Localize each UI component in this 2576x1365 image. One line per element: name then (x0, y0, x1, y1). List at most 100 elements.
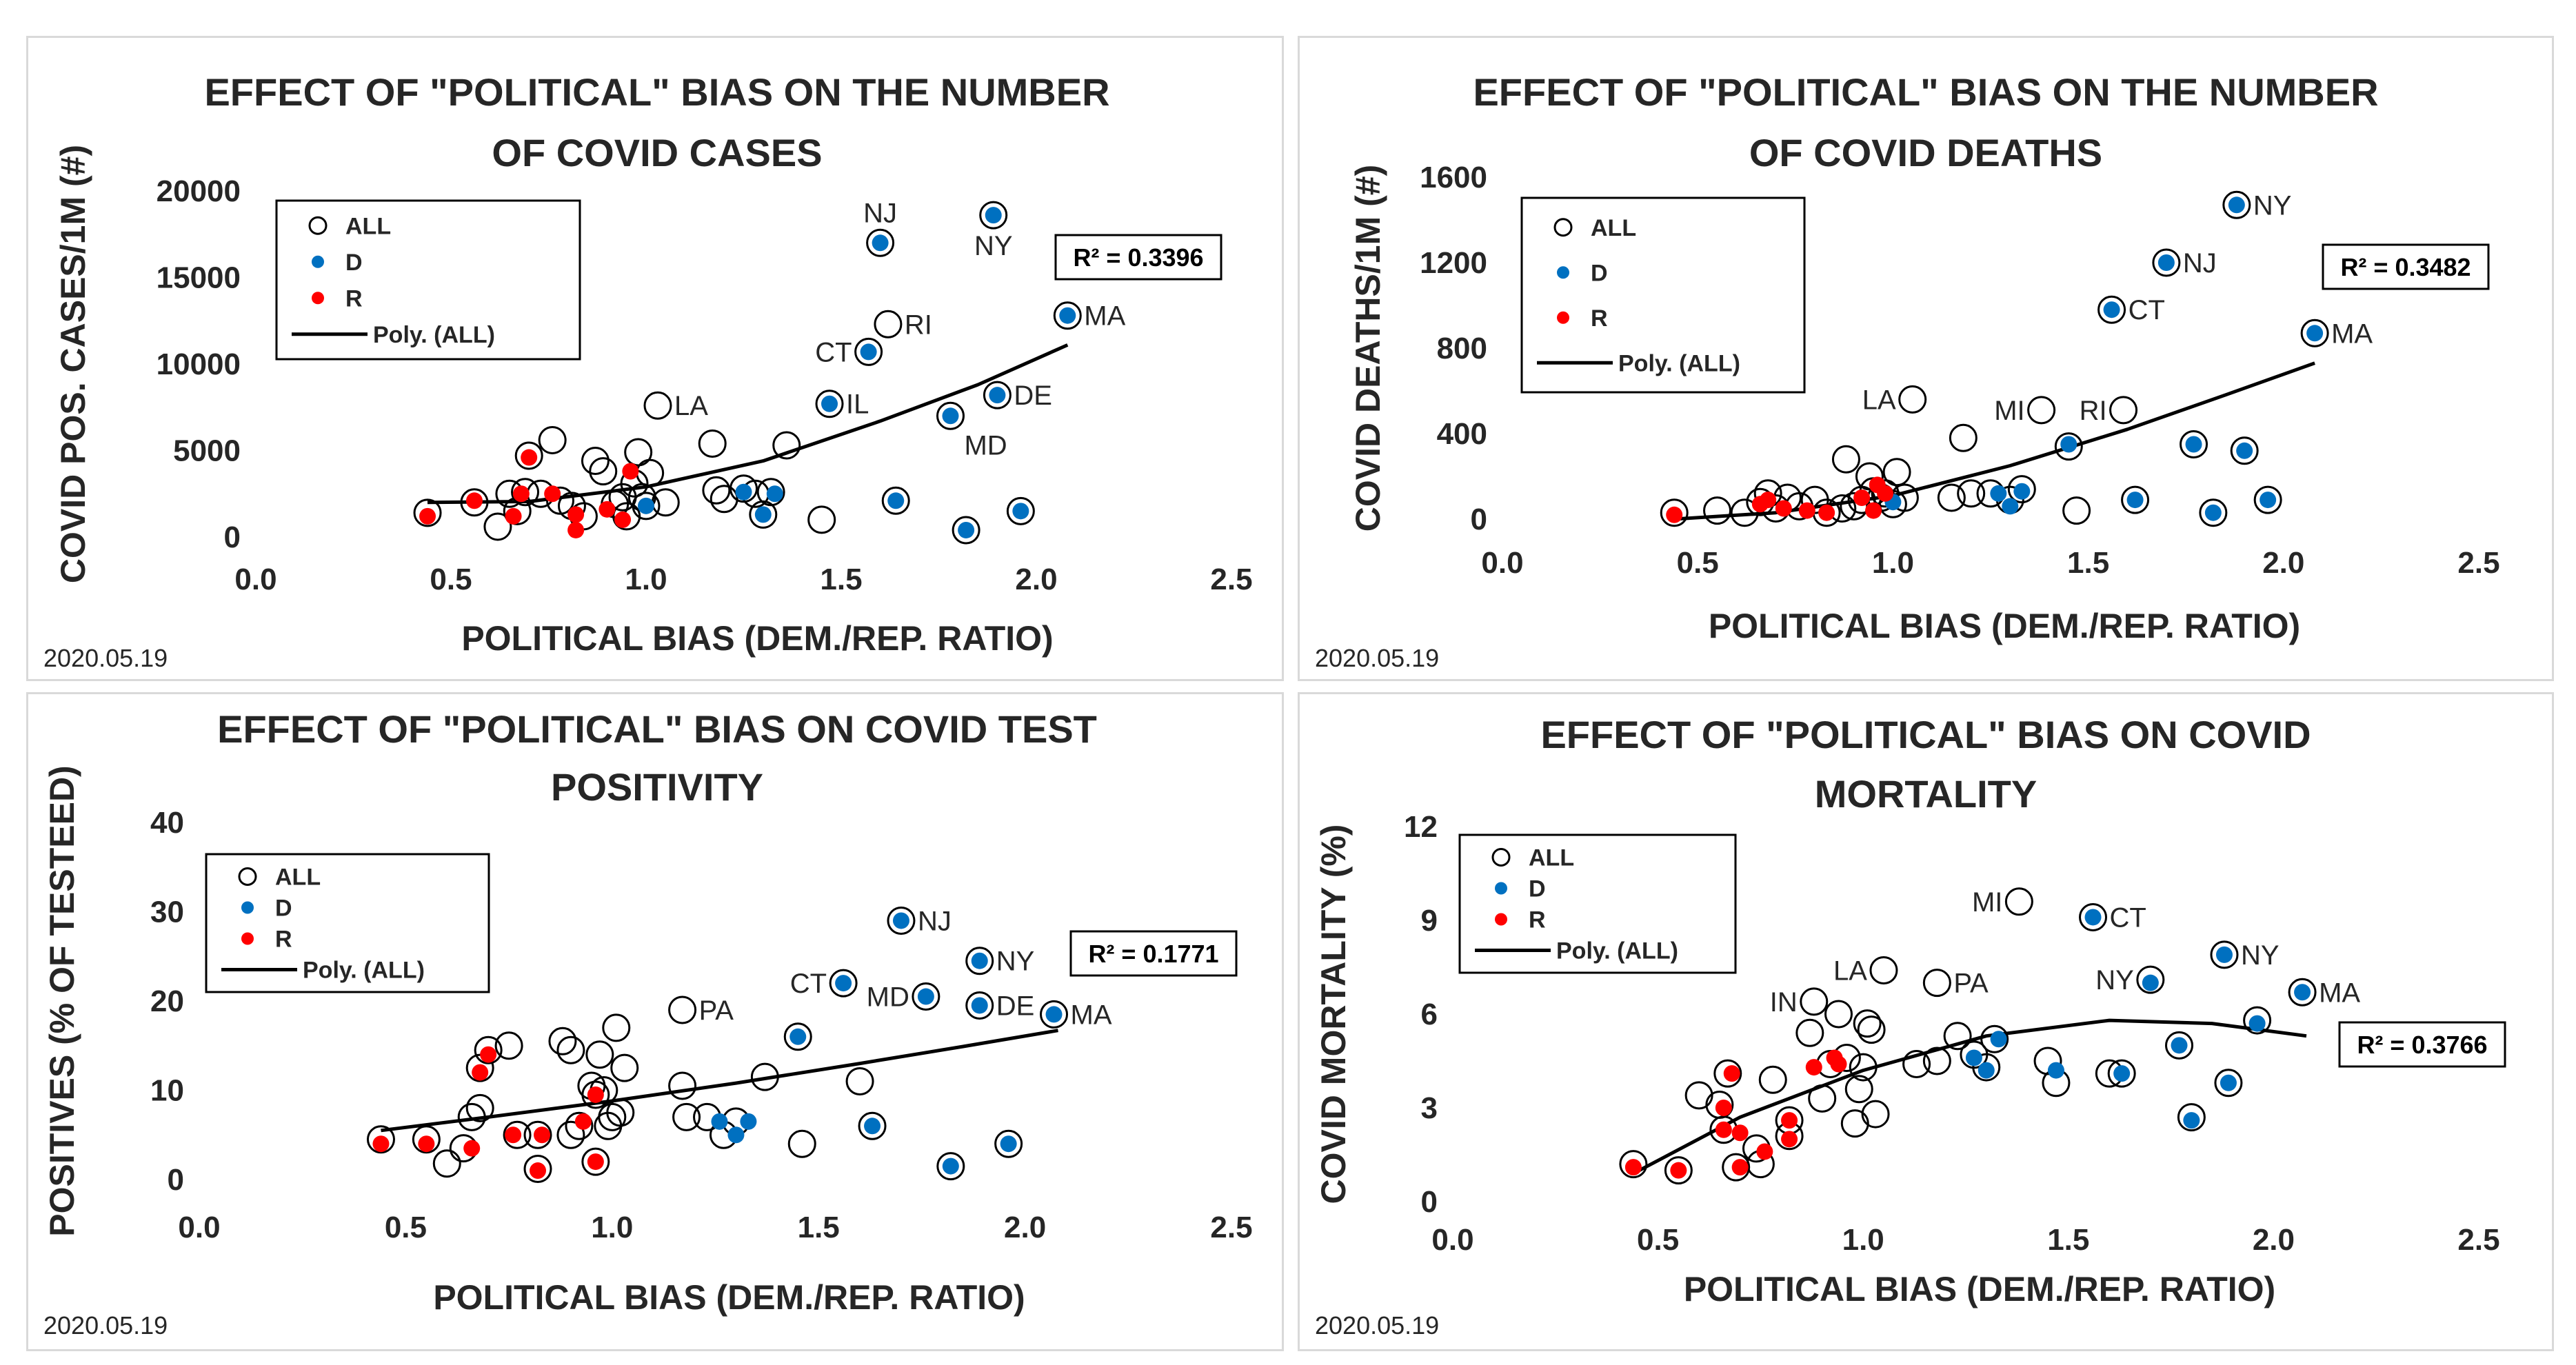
legend-label: D (1591, 260, 1608, 286)
point-d (2236, 442, 2253, 459)
x-tick-label: 2.5 (2457, 1223, 2499, 1257)
legend-box (1520, 196, 1806, 394)
point-all (1660, 498, 1689, 527)
point-all (815, 390, 844, 418)
point-all (465, 1093, 494, 1122)
point-all (2210, 940, 2239, 969)
point-d (1990, 1031, 2007, 1048)
point-all (432, 1149, 461, 1178)
point-all (1849, 1053, 1878, 1082)
x-axis-label: POLITICAL BIAS (DEM./REP. RATIO) (461, 619, 1053, 658)
point-all (413, 498, 442, 527)
point-all (602, 1013, 631, 1042)
y-axis-label: POSITIVES (% OF TESTEED) (43, 765, 81, 1236)
x-axis-label: POLITICAL BIAS (DEM./REP. RATIO) (1709, 607, 2300, 645)
legend-label: Poly. (ALL) (303, 958, 425, 984)
chart-title-line: OF COVID DEATHS (1749, 131, 2102, 174)
point-d (740, 1113, 757, 1130)
point-all (606, 1098, 635, 1127)
point-all (457, 1102, 486, 1131)
point-all (1664, 1156, 1693, 1185)
legend-label: Poly. (ALL) (1556, 938, 1678, 964)
state-label: NJ (863, 198, 897, 228)
point-d (2215, 946, 2233, 963)
x-tick-label: 1.0 (625, 563, 667, 596)
point-all (1840, 1109, 1869, 1138)
point-all (1943, 1022, 1972, 1051)
y-tick-label: 0 (1421, 1185, 1438, 1219)
point-d (2157, 254, 2175, 271)
x-tick-label: 2.0 (1004, 1211, 1046, 1244)
point-all (807, 505, 836, 534)
y-axis-label: COVID MORTALITY (%) (1314, 825, 1353, 1204)
point-r (1756, 1143, 1773, 1160)
state-label: IL (846, 390, 869, 420)
chart-panel-mortality: EFFECT OF "POLITICAL" BIAS ON COVID MORTA… (1298, 692, 2554, 1351)
point-r (463, 1140, 481, 1157)
point-all (1758, 1065, 1787, 1094)
point-r (505, 507, 522, 525)
point-r (574, 1113, 592, 1130)
point-r (1670, 1162, 1687, 1179)
point-d (727, 1126, 745, 1144)
point-all (2109, 396, 2138, 425)
x-tick-label: 1.5 (2067, 546, 2109, 580)
state-label: NY (2241, 940, 2280, 971)
point-all (1844, 1075, 1873, 1104)
x-tick-label: 2.5 (1210, 1211, 1252, 1244)
point-all (2199, 498, 2228, 527)
point-r (1853, 489, 1871, 506)
point-all (1972, 1053, 2001, 1082)
point-r (1830, 1055, 1847, 1073)
point-all (2222, 190, 2251, 219)
legend-marker-d (312, 255, 324, 268)
legend-label: R (1529, 907, 1546, 933)
point-all (983, 381, 1012, 410)
point-r (1723, 1065, 1740, 1082)
state-label: NY (2253, 190, 2292, 221)
y-tick-label: 0 (168, 1163, 184, 1197)
state-label: LA (1833, 956, 1867, 987)
state-label: NY (974, 231, 1013, 261)
point-all (511, 478, 540, 507)
point-all (503, 1120, 532, 1149)
point-r (1818, 504, 1835, 521)
point-all (366, 1125, 395, 1154)
point-all (483, 512, 512, 541)
point-all (783, 1022, 812, 1051)
legend-marker-r (312, 292, 324, 305)
point-r (614, 511, 632, 528)
point-all (2136, 965, 2165, 994)
point-r (567, 521, 585, 538)
y-tick-label: 5000 (173, 434, 241, 468)
point-r (1715, 1121, 1732, 1138)
point-all (1730, 498, 1759, 527)
point-all (1898, 385, 1927, 414)
r2-box (2322, 243, 2490, 290)
legend-marker-r (1557, 311, 1569, 324)
state-label: MD (867, 982, 909, 1013)
x-tick-label: 2.5 (1210, 563, 1252, 596)
point-d (735, 483, 752, 501)
point-all (1882, 458, 1911, 487)
state-label: CT (2129, 295, 2165, 325)
point-all (2007, 475, 2036, 504)
point-d (1045, 1006, 1063, 1023)
y-tick-label: 6 (1421, 998, 1438, 1031)
point-r (1865, 502, 1882, 519)
legend-label: R (275, 927, 292, 953)
point-all (672, 1102, 701, 1131)
r2-value: R² = 0.3482 (2340, 253, 2471, 281)
point-all (1869, 956, 1898, 985)
point-all (698, 429, 727, 458)
state-label: DE (996, 991, 1035, 1021)
chart-title-line: EFFECT OF "POLITICAL" BIAS ON COVID (1540, 713, 2311, 756)
point-all (1957, 479, 1986, 508)
point-all (965, 991, 994, 1020)
point-all (2107, 1059, 2136, 1088)
point-d (1012, 503, 1029, 520)
trendline-poly-all (1632, 1018, 2307, 1175)
legend-label: R (345, 285, 363, 312)
legend-marker-all (1491, 848, 1511, 867)
y-tick-label: 1600 (1420, 161, 1487, 194)
